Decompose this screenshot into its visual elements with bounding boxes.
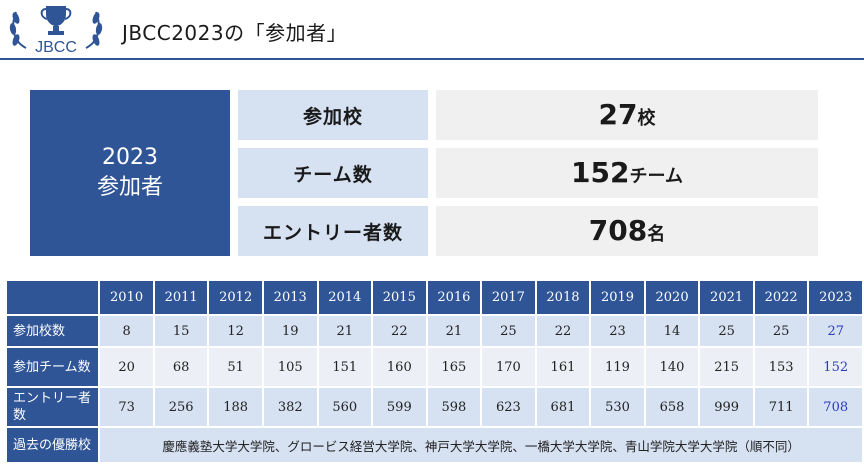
summary-unit: 名 bbox=[647, 224, 666, 245]
year-header: 2023 bbox=[809, 281, 862, 314]
table-header-row: 2010 2011 2012 2013 2014 2015 2016 2017 … bbox=[7, 281, 862, 314]
year-header: 2010 bbox=[100, 281, 153, 314]
table-cell: 382 bbox=[263, 388, 317, 426]
summary-value-teams: 152 チーム bbox=[436, 148, 818, 198]
table-cell: 119 bbox=[591, 348, 644, 386]
summary-number: 27 bbox=[598, 98, 638, 131]
past-winners: 慶應義塾大学大学院、グロービス経営大学院、神戸大学大学院、一橋大学大学院、青山学… bbox=[100, 428, 862, 462]
table-cell-current-year: 708 bbox=[809, 388, 862, 426]
table-cell: 73 bbox=[100, 388, 153, 426]
year-header: 2014 bbox=[318, 281, 372, 314]
table-row-schools: 参加校数 8 15 12 19 21 22 21 25 22 23 14 25 … bbox=[7, 316, 862, 346]
summary-unit: チーム bbox=[629, 166, 683, 187]
year-header: 2022 bbox=[754, 281, 808, 314]
table-cell: 681 bbox=[536, 388, 590, 426]
table-cell-current-year: 27 bbox=[809, 316, 862, 346]
table-cell: 598 bbox=[427, 388, 481, 426]
table-cell: 15 bbox=[154, 316, 208, 346]
year-header: 2021 bbox=[700, 281, 753, 314]
page-title: JBCC2023の「参加者」 bbox=[122, 21, 348, 45]
table-cell-current-year: 152 bbox=[809, 348, 862, 386]
summary-value-entries: 708 名 bbox=[436, 206, 818, 256]
table-cell: 161 bbox=[536, 348, 590, 386]
table-cell: 658 bbox=[645, 388, 699, 426]
table-cell: 14 bbox=[645, 316, 699, 346]
table-row-entries: エントリー者数 73 256 188 382 560 599 598 623 6… bbox=[7, 388, 862, 426]
table-cell: 68 bbox=[154, 348, 208, 386]
table-cell: 623 bbox=[482, 388, 535, 426]
table-cell: 153 bbox=[754, 348, 808, 386]
year-header: 2018 bbox=[536, 281, 590, 314]
year-header: 2012 bbox=[209, 281, 262, 314]
year-header: 2017 bbox=[482, 281, 535, 314]
table-corner bbox=[7, 281, 99, 314]
table-cell: 51 bbox=[209, 348, 262, 386]
summary-key-schools: 参加校 bbox=[238, 90, 428, 140]
year-header: 2020 bbox=[645, 281, 699, 314]
summary-number: 708 bbox=[588, 214, 648, 247]
table-cell: 8 bbox=[100, 316, 153, 346]
table-cell: 12 bbox=[209, 316, 262, 346]
summary-unit: 校 bbox=[637, 108, 656, 129]
logo-text: JBCC bbox=[35, 39, 77, 56]
row-label: 過去の優勝校 bbox=[7, 428, 99, 462]
year-header: 2013 bbox=[263, 281, 317, 314]
table-cell: 19 bbox=[263, 316, 317, 346]
year-header: 2019 bbox=[591, 281, 644, 314]
summary-year: 2023 bbox=[102, 145, 158, 170]
table-cell: 105 bbox=[263, 348, 317, 386]
stats-table: 2010 2011 2012 2013 2014 2015 2016 2017 … bbox=[5, 279, 864, 464]
jbcc-logo: JBCC bbox=[9, 6, 103, 56]
row-label: 参加チーム数 bbox=[7, 348, 99, 386]
table-cell: 999 bbox=[700, 388, 753, 426]
summary-number: 152 bbox=[571, 156, 630, 189]
table-cell: 160 bbox=[373, 348, 426, 386]
year-header: 2016 bbox=[427, 281, 481, 314]
table-cell: 599 bbox=[373, 388, 426, 426]
row-label: エントリー者数 bbox=[7, 388, 99, 426]
table-cell: 25 bbox=[482, 316, 535, 346]
year-header: 2011 bbox=[154, 281, 208, 314]
table-cell: 21 bbox=[318, 316, 372, 346]
table-cell: 170 bbox=[482, 348, 535, 386]
summary-key-entries: エントリー者数 bbox=[238, 206, 428, 256]
table-cell: 22 bbox=[536, 316, 590, 346]
table-cell: 21 bbox=[427, 316, 481, 346]
summary-key-teams: チーム数 bbox=[238, 148, 428, 198]
header-divider bbox=[0, 58, 864, 60]
summary-label: 2023 参加者 bbox=[30, 90, 230, 256]
table-cell: 530 bbox=[591, 388, 644, 426]
table-cell: 711 bbox=[754, 388, 808, 426]
table-row-winners: 過去の優勝校 慶應義塾大学大学院、グロービス経営大学院、神戸大学大学院、一橋大学… bbox=[7, 428, 862, 462]
table-cell: 560 bbox=[318, 388, 372, 426]
table-cell: 25 bbox=[700, 316, 753, 346]
table-cell: 20 bbox=[100, 348, 153, 386]
row-label: 参加校数 bbox=[7, 316, 99, 346]
table-row-teams: 参加チーム数 20 68 51 105 151 160 165 170 161 … bbox=[7, 348, 862, 386]
table-cell: 140 bbox=[645, 348, 699, 386]
table-cell: 23 bbox=[591, 316, 644, 346]
table-cell: 25 bbox=[754, 316, 808, 346]
trophy-icon bbox=[40, 6, 72, 35]
summary-label-text: 参加者 bbox=[96, 175, 163, 200]
summary-value-schools: 27 校 bbox=[436, 90, 818, 140]
table-cell: 188 bbox=[209, 388, 262, 426]
table-cell: 256 bbox=[154, 388, 208, 426]
year-header: 2015 bbox=[373, 281, 426, 314]
table-cell: 165 bbox=[427, 348, 481, 386]
table-cell: 22 bbox=[373, 316, 426, 346]
table-cell: 215 bbox=[700, 348, 753, 386]
table-cell: 151 bbox=[318, 348, 372, 386]
